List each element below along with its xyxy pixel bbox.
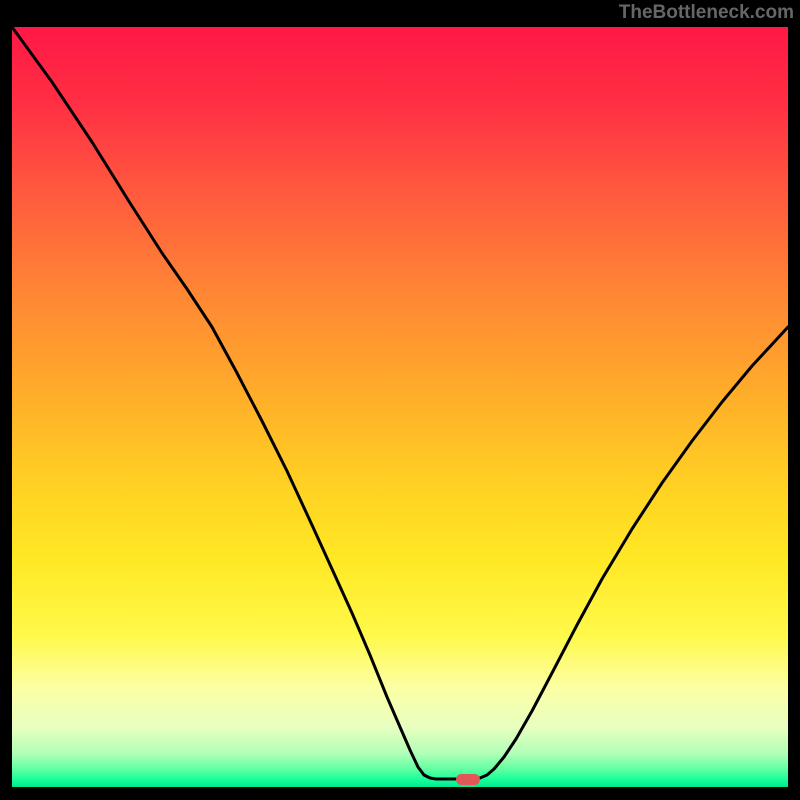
plot-area [12, 27, 788, 787]
watermark-text: TheBottleneck.com [619, 2, 794, 24]
minimum-marker [456, 774, 480, 785]
bottleneck-curve [12, 27, 788, 787]
chart-container: TheBottleneck.com [0, 0, 800, 800]
